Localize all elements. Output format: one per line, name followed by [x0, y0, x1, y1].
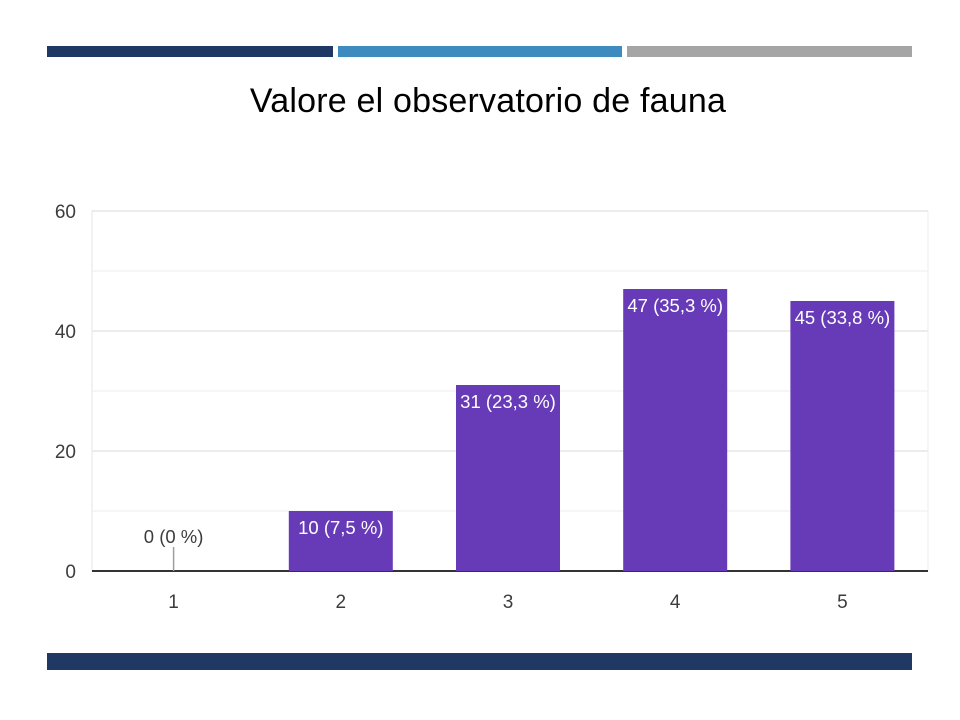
x-tick-label: 5	[837, 592, 848, 613]
chart-bars	[288, 289, 895, 571]
top-accent-bar-blue	[338, 46, 622, 57]
bar-5	[790, 301, 895, 571]
bar-3	[456, 385, 560, 571]
top-accent-bar-gray	[627, 46, 912, 57]
bar-4	[623, 289, 728, 571]
bar-2	[288, 511, 393, 571]
data-label: 0 (0 %)	[144, 526, 204, 547]
top-accent-bar-dark	[47, 46, 333, 57]
data-label: 45 (33,8 %)	[795, 307, 891, 328]
x-tick-label: 1	[168, 592, 179, 613]
x-tick-label: 4	[670, 592, 681, 613]
y-tick-label: 60	[55, 202, 76, 223]
chart-data-labels: 0 (0 %) 10 (7,5 %) 31 (23,3 %) 47 (35,3 %) 4…	[144, 295, 890, 571]
x-tick-label: 2	[336, 592, 347, 613]
y-tick-label: 20	[55, 442, 76, 463]
data-label: 10 (7,5 %)	[298, 517, 383, 538]
x-tick-label: 3	[503, 592, 514, 613]
data-label: 47 (35,3 %)	[627, 295, 723, 316]
y-tick-label: 40	[55, 322, 76, 343]
bottom-accent-bar	[47, 653, 912, 670]
data-label: 31 (23,3 %)	[460, 391, 556, 412]
slide-title: Valore el observatorio de fauna	[249, 82, 727, 120]
y-tick-label: 0	[65, 562, 76, 583]
